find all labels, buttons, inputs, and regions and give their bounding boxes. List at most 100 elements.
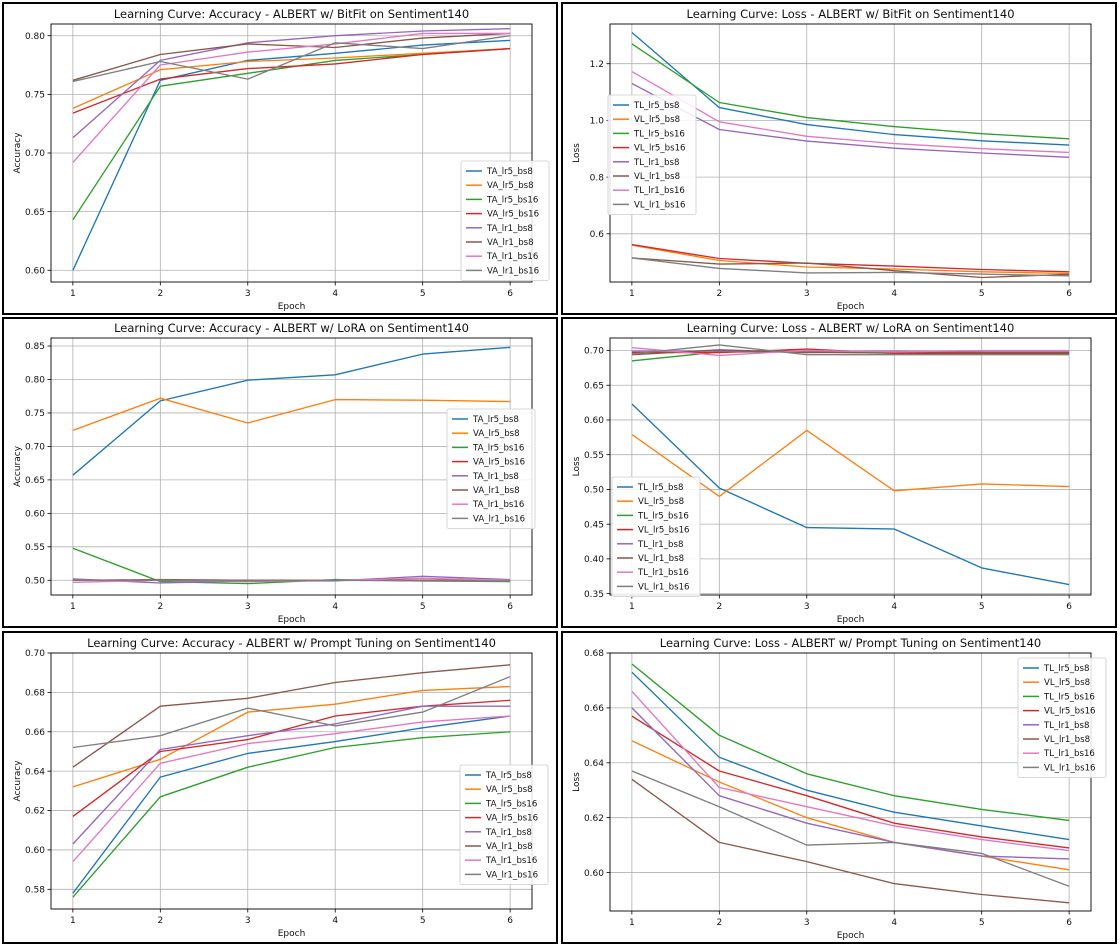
y-tick-label: 1.2 [590, 60, 604, 70]
y-tick-label: 0.64 [25, 767, 45, 777]
x-axis-label: Epoch [278, 929, 306, 939]
y-tick-label: 0.45 [584, 520, 604, 530]
x-tick-label: 2 [157, 602, 163, 612]
legend-entry: TL_lr5_bs8 [633, 101, 679, 111]
gridlines [51, 24, 532, 282]
legend-entry: TA_lr5_bs16 [486, 195, 538, 205]
chart-panel-lora-loss: Learning Curve: Loss - ALBERT w/ LoRA on… [561, 317, 1117, 628]
legend-entry: VA_lr1_bs8 [473, 486, 520, 496]
legend-entry: TL_lr5_bs8 [1043, 664, 1089, 674]
legend-entry: TA_lr5_bs8 [485, 771, 532, 781]
series-line-TL_lr1_bs16 [631, 690, 1070, 852]
x-tick-label: 2 [716, 602, 722, 612]
legend: TL_lr5_bs8 VL_lr5_bs8 TL_lr5_bs16 VL_lr5_bs… [607, 94, 697, 215]
chart-panel-prompt-accuracy: Learning Curve: Accuracy - ALBERT w/ Pro… [2, 631, 558, 944]
legend-box [607, 94, 697, 215]
x-tick-label: 2 [157, 289, 163, 299]
y-tick-label: 0.8 [590, 173, 605, 183]
x-tick-label: 1 [70, 289, 76, 299]
x-tick-label: 5 [420, 916, 426, 926]
series-line-TL_lr1_bs16 [631, 71, 1070, 154]
legend-entry: VL_lr5_bs16 [634, 144, 686, 154]
legend-entry: VA_lr5_bs16 [487, 210, 539, 220]
legend-entry: VA_lr5_bs8 [473, 429, 520, 439]
x-tick-label: 6 [1066, 289, 1072, 299]
series-line-VA_lr1_bs8 [72, 32, 511, 81]
chart-title: Learning Curve: Loss - ALBERT w/ LoRA on… [687, 321, 1015, 335]
chart-svg: Learning Curve: Accuracy - ALBERT w/ LoR… [13, 321, 536, 625]
series-line-VL_lr1_bs8 [631, 778, 1070, 904]
x-tick-label: 1 [629, 289, 635, 299]
legend-entry: VL_lr5_bs16 [638, 526, 690, 536]
x-tick-label: 4 [332, 289, 338, 299]
legend-box [1017, 657, 1107, 778]
legend-box [459, 764, 549, 885]
legend-entry: VA_lr5_bs8 [487, 181, 534, 191]
series-line-VL_lr5_bs8 [631, 244, 1070, 275]
legend: TA_lr5_bs8 VA_lr5_bs8 TA_lr5_bs16 VA_lr5_bs… [460, 160, 550, 281]
x-tick-label: 5 [420, 289, 426, 299]
y-tick-label: 0.62 [25, 807, 45, 817]
y-tick-label: 0.55 [584, 451, 604, 461]
x-tick-label: 6 [507, 916, 513, 926]
y-tick-label: 0.65 [25, 208, 45, 218]
chart-title: Learning Curve: Accuracy - ALBERT w/ LoR… [114, 321, 469, 335]
series-line-TL_lr5_bs8 [631, 403, 1070, 586]
legend-entry: TL_lr5_bs8 [637, 483, 683, 493]
series-line-TL_lr1_bs8 [631, 82, 1070, 158]
plot-frame [50, 23, 533, 283]
legend-entry: TL_lr5_bs16 [633, 129, 685, 139]
chart-svg: Learning Curve: Accuracy - ALBERT w/ Pro… [13, 636, 549, 939]
series-line-TA_lr5_bs8 [72, 346, 511, 476]
y-tick-label: 0.65 [584, 381, 604, 391]
series-line-VA_lr1_bs16 [72, 35, 511, 83]
series-line-VA_lr5_bs16 [72, 699, 511, 817]
y-tick-label: 0.55 [25, 543, 45, 553]
chart-svg: Learning Curve: Loss - ALBERT w/ Prompt … [572, 636, 1107, 941]
legend-entry: VA_lr1_bs16 [487, 266, 539, 276]
x-tick-label: 2 [716, 289, 722, 299]
x-tick-label: 3 [804, 918, 810, 928]
y-tick-label: 0.75 [25, 409, 45, 419]
legend-box [460, 160, 550, 281]
chart-panel-bitfit-accuracy: Learning Curve: Accuracy - ALBERT w/ Bit… [2, 2, 558, 315]
x-axis-label: Epoch [837, 931, 865, 941]
x-tick-label: 4 [332, 916, 338, 926]
chart-svg: Learning Curve: Loss - ALBERT w/ BitFit … [572, 7, 1092, 312]
x-tick-label: 1 [70, 916, 76, 926]
legend-entry: VL_lr1_bs8 [638, 554, 684, 564]
y-tick-label: 0.60 [584, 869, 604, 879]
series-line-TL_lr1_bs16 [631, 347, 1070, 357]
series-line-VA_lr5_bs8 [72, 397, 511, 432]
legend-entry: VL_lr5_bs16 [1044, 707, 1096, 717]
series-line-VA_lr1_bs16 [72, 579, 511, 582]
legend-box [446, 408, 536, 529]
series-line-TA_lr1_bs16 [72, 715, 511, 863]
y-tick-label: 0.50 [584, 486, 604, 496]
chart-panel-bitfit-loss: Learning Curve: Loss - ALBERT w/ BitFit … [561, 2, 1117, 315]
y-tick-label: 0.60 [25, 510, 45, 520]
series-line-VA_lr1_bs16 [72, 675, 511, 749]
plot-frame [609, 652, 1092, 912]
series-line-VL_lr1_bs16 [631, 344, 1070, 356]
y-tick-label: 0.68 [584, 649, 604, 659]
y-axis-label: Loss [572, 772, 582, 792]
legend-entry: VL_lr1_bs16 [638, 582, 690, 592]
y-tick-label: 1.0 [590, 117, 605, 127]
x-tick-label: 6 [1066, 602, 1072, 612]
legend-entry: VA_lr1_bs8 [487, 238, 534, 248]
x-tick-label: 6 [1066, 918, 1072, 928]
legend: TL_lr5_bs8 VL_lr5_bs8 TL_lr5_bs16 VL_lr5_bs… [1017, 657, 1107, 778]
y-tick-label: 0.80 [25, 32, 45, 42]
x-tick-label: 5 [979, 602, 985, 612]
series-line-VL_lr1_bs16 [631, 770, 1070, 887]
x-tick-label: 3 [245, 289, 251, 299]
chart-title: Learning Curve: Accuracy - ALBERT w/ Pro… [87, 636, 496, 650]
y-axis-label: Accuracy [13, 760, 23, 802]
legend-box [611, 476, 701, 597]
series-line-TA_lr5_bs8 [72, 715, 511, 894]
y-tick-label: 0.60 [584, 416, 604, 426]
legend-entry: TA_lr1_bs8 [486, 224, 533, 234]
y-tick-label: 0.70 [25, 443, 45, 453]
series-line-TA_lr5_bs16 [72, 731, 511, 898]
